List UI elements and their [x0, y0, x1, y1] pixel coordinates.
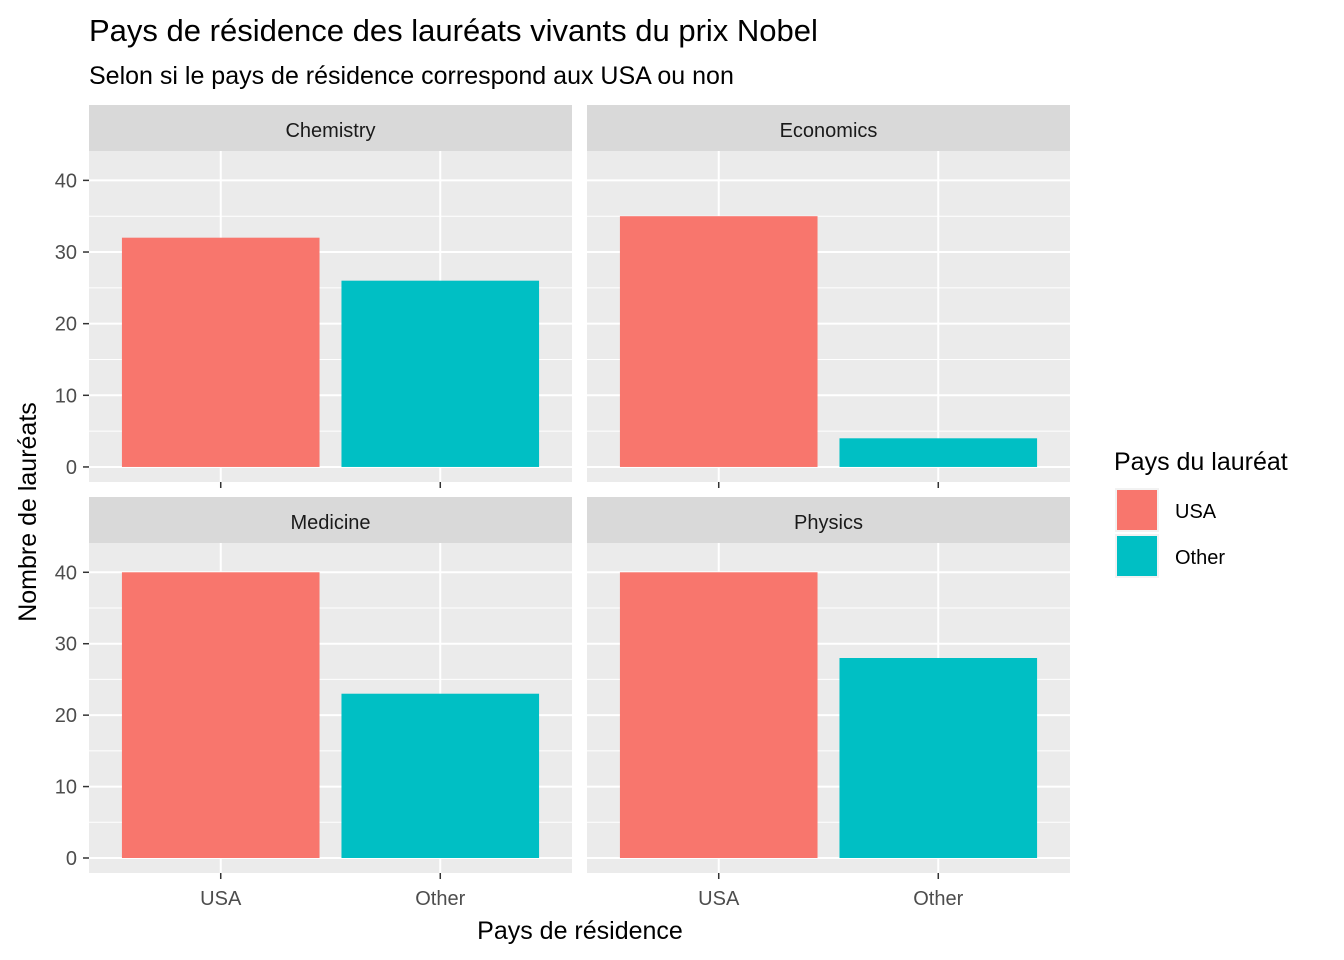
y-axis-title: Nombre de lauréats [14, 402, 42, 622]
y-tick-label: 10 [55, 385, 77, 407]
y-tick-label: 10 [55, 777, 77, 799]
facet-physics: Physics USA Other [587, 497, 1070, 910]
facet-strip-label: Medicine [290, 512, 370, 534]
chart-subtitle: Selon si le pays de résidence correspond… [89, 62, 734, 90]
y-tick-label: 40 [55, 562, 77, 584]
chart-title: Pays de résidence des lauréats vivants d… [89, 13, 818, 48]
y-tick-label: 0 [66, 457, 77, 479]
legend-title: Pays du lauréat [1114, 448, 1288, 476]
bar-economics-other [839, 438, 1038, 467]
legend-swatch-other [1117, 536, 1157, 576]
x-tick-label: USA [200, 888, 242, 910]
y-tick-label: 0 [66, 848, 77, 870]
facet-economics: Economics [587, 105, 1070, 488]
facet-chemistry: Chemistry 0 10 20 30 40 [55, 105, 572, 488]
legend-label-other: Other [1175, 547, 1225, 569]
x-tick-label: Other [913, 888, 963, 910]
legend: Pays du lauréat USA Other [1114, 448, 1288, 578]
legend-keys: USA Other [1115, 488, 1225, 578]
bar-chemistry-other [341, 280, 540, 467]
facet-strip-label: Physics [794, 512, 863, 534]
bar-medicine-usa [121, 572, 320, 858]
legend-label-usa: USA [1175, 501, 1217, 523]
facet-panels: Chemistry 0 10 20 30 40 Economics Medicine 0 10 20… [55, 105, 1070, 910]
facet-strip [89, 105, 572, 151]
y-tick-label: 20 [55, 705, 77, 727]
bar-medicine-other [341, 693, 540, 858]
y-tick-label: 20 [55, 314, 77, 336]
facet-strip-label: Chemistry [285, 120, 375, 142]
x-axis-title: Pays de résidence [477, 917, 683, 945]
facet-strip [587, 105, 1070, 151]
legend-swatch-usa [1117, 490, 1157, 530]
x-tick-label: USA [698, 888, 740, 910]
facet-strip-label: Economics [780, 120, 878, 142]
bar-physics-other [839, 658, 1038, 858]
bar-physics-usa [619, 572, 818, 858]
bar-economics-usa [619, 216, 818, 467]
facet-strip [89, 497, 572, 543]
facet-medicine: Medicine 0 10 20 30 40 USA Other [55, 497, 572, 910]
bar-chemistry-usa [121, 237, 320, 467]
facet-strip [587, 497, 1070, 543]
y-tick-label: 30 [55, 242, 77, 264]
x-tick-label: Other [415, 888, 465, 910]
y-tick-label: 30 [55, 634, 77, 656]
y-tick-label: 40 [55, 170, 77, 192]
